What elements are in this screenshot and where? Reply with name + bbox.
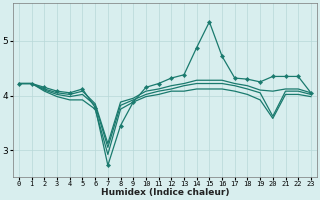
X-axis label: Humidex (Indice chaleur): Humidex (Indice chaleur): [101, 188, 229, 197]
